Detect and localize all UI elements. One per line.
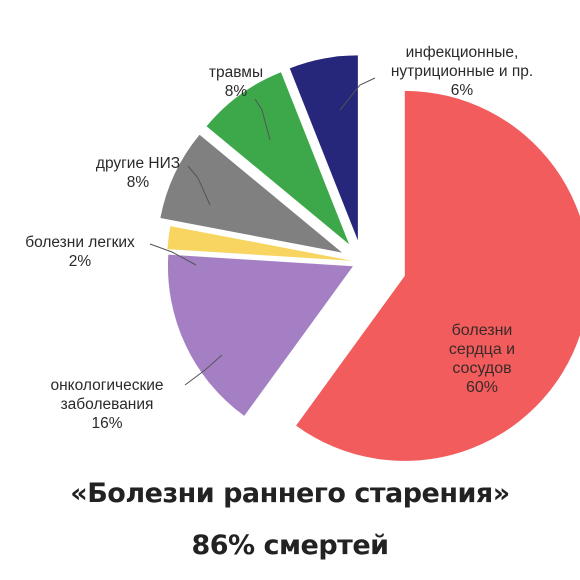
slice-2-percent-label: 2% [69, 253, 92, 270]
pie-slice-1 [167, 254, 353, 416]
slice-4-leader-line [254, 98, 271, 141]
pie-chart: болезни сердца и сосудов 60% онкологические з… [25, 44, 580, 461]
slice-1-percent-label: 16% [91, 415, 122, 432]
slice-labels: болезни сердца и сосудов 60% онкологические з… [25, 44, 533, 432]
slice-2-label-line-0: болезни легких [25, 234, 135, 251]
slice-5-leader-line [339, 77, 376, 111]
slice-3-percent-label: 8% [127, 174, 150, 191]
caption-title: «Болезни раннего старения» [70, 478, 510, 509]
slice-4-label-line-0: травмы [209, 64, 263, 81]
pie-slice-0 [296, 90, 580, 461]
caption-subtitle: 86% смертей [191, 530, 389, 561]
slice-0-label-line-1: сердца и [449, 341, 515, 358]
pie-slice-2 [167, 226, 353, 261]
slice-5-label-line-0: инфекционные, [406, 44, 519, 61]
slice-2-leader-line [149, 243, 197, 266]
slice-5-percent-label: 6% [451, 82, 474, 99]
leader-lines [149, 77, 376, 386]
slice-3-leader-line [187, 165, 211, 206]
slice-5-label-line-1: нутриционные и пр. [391, 63, 533, 80]
slice-0-percent-label: 60% [466, 379, 498, 396]
slice-4-percent-label: 8% [225, 83, 248, 100]
pie-slice-5 [289, 55, 358, 241]
slice-1-label-line-1: заболевания [61, 396, 154, 413]
slice-0-label-line-2: сосудов [452, 360, 511, 377]
slice-0-label-line-0: болезни [452, 322, 513, 339]
pie-slice-3 [160, 134, 343, 253]
pie-slices [160, 55, 580, 461]
slice-1-leader-line [184, 354, 223, 386]
slice-1-label-line-0: онкологические [50, 377, 163, 394]
pie-slice-4 [206, 72, 350, 245]
slice-3-label-line-0: другие НИЗ [96, 155, 180, 172]
